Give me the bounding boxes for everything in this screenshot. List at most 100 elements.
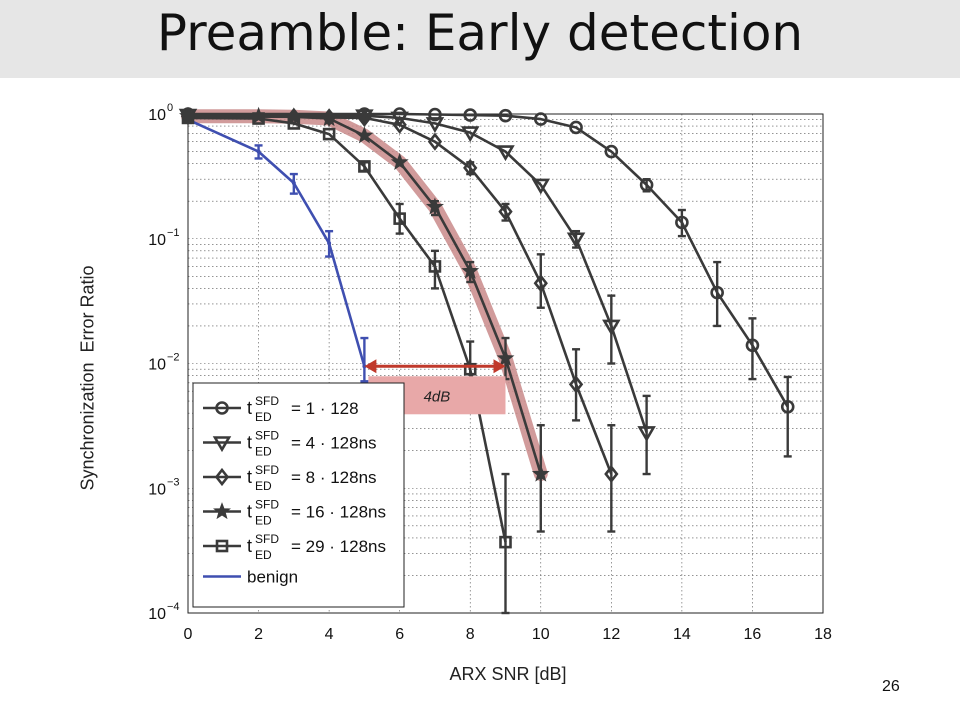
y-tick-exponent: −1 bbox=[167, 227, 180, 239]
data-point bbox=[568, 375, 584, 394]
data-point bbox=[357, 107, 372, 121]
data-point bbox=[566, 232, 586, 249]
legend-sup: SFD bbox=[255, 498, 279, 512]
series-8 bbox=[180, 107, 619, 533]
legend-sub: ED bbox=[255, 514, 272, 528]
data-point bbox=[428, 107, 442, 122]
legend-sub: ED bbox=[255, 445, 272, 459]
x-tick-label: 10 bbox=[532, 626, 550, 643]
data-point bbox=[358, 160, 371, 173]
legend-label: benign bbox=[247, 568, 298, 587]
data-point bbox=[461, 261, 480, 279]
legend-var: t bbox=[247, 433, 252, 453]
legend-var: t bbox=[247, 467, 252, 487]
series-line bbox=[187, 113, 648, 433]
data-point bbox=[675, 215, 689, 230]
y-tick-exponent: −3 bbox=[167, 476, 180, 488]
x-tick-label: 14 bbox=[673, 626, 691, 643]
data-point bbox=[498, 108, 513, 123]
legend-marker bbox=[214, 467, 230, 487]
data-point bbox=[393, 212, 406, 225]
data-point bbox=[604, 464, 619, 484]
x-tick-label: 2 bbox=[254, 626, 263, 643]
data-point bbox=[496, 348, 515, 366]
legend-entry: t SFD ED = 1 · 128 bbox=[203, 394, 359, 424]
legend-sup: SFD bbox=[255, 532, 279, 546]
legend-label: = 4 · 128ns bbox=[291, 434, 377, 453]
data-point bbox=[463, 158, 478, 177]
x-tick-label: 4 bbox=[325, 626, 334, 643]
legend-label: = 29 · 128ns bbox=[291, 537, 386, 556]
data-point bbox=[460, 126, 480, 143]
annotation-label: 4dB bbox=[424, 388, 451, 405]
legend-sub: ED bbox=[255, 410, 272, 424]
data-point bbox=[499, 535, 512, 549]
series-line bbox=[187, 114, 613, 475]
data-point bbox=[425, 197, 444, 215]
data-point bbox=[291, 180, 296, 185]
legend-entry: t SFD ED = 8 · 128ns bbox=[203, 463, 377, 493]
y-tick-label: 10 bbox=[148, 606, 166, 623]
legend-marker bbox=[215, 401, 229, 415]
data-point bbox=[780, 399, 795, 414]
data-point bbox=[427, 132, 443, 151]
series-29 bbox=[181, 111, 512, 615]
y-tick-label: 10 bbox=[148, 481, 166, 498]
x-tick-label: 6 bbox=[395, 626, 404, 643]
legend-sup: SFD bbox=[255, 394, 279, 408]
data-point bbox=[322, 127, 336, 141]
y-tick-exponent: −4 bbox=[167, 601, 180, 613]
title-band bbox=[0, 0, 960, 78]
data-point bbox=[392, 107, 407, 121]
legend-sup: SFD bbox=[255, 463, 279, 477]
data-point bbox=[463, 362, 477, 376]
x-tick-label: 0 bbox=[184, 626, 193, 643]
legend-sub: ED bbox=[255, 479, 272, 493]
slide-title: Preamble: Early detection bbox=[156, 4, 804, 62]
legend-entry: benign bbox=[203, 568, 298, 587]
x-tick-label: 12 bbox=[602, 626, 620, 643]
legend-marker bbox=[212, 436, 232, 453]
y-tick-label: 10 bbox=[148, 357, 166, 374]
legend-sup: SFD bbox=[255, 429, 279, 443]
legend-box bbox=[192, 382, 405, 608]
data-point bbox=[425, 117, 445, 134]
series-benign bbox=[186, 117, 369, 383]
y-tick-label: 10 bbox=[148, 107, 166, 124]
data-point bbox=[355, 126, 374, 144]
annotation-arrow-head-right bbox=[493, 359, 506, 374]
data-point bbox=[327, 241, 332, 246]
page-number: 26 bbox=[882, 678, 900, 695]
y-axis-label: Synchronization Error Ratio bbox=[77, 265, 98, 491]
data-point bbox=[428, 260, 442, 273]
annotation-arrow-head-left bbox=[364, 359, 377, 374]
data-point bbox=[710, 285, 724, 300]
data-point bbox=[181, 107, 195, 121]
data-point bbox=[604, 144, 619, 159]
x-tick-label: 16 bbox=[744, 626, 762, 643]
data-point bbox=[496, 145, 515, 162]
legend-entry: t SFD ED = 29 · 128ns bbox=[203, 532, 386, 562]
data-point bbox=[533, 112, 548, 126]
data-point bbox=[256, 149, 261, 154]
data-point bbox=[639, 178, 654, 192]
legend-sub: ED bbox=[255, 548, 272, 562]
data-point bbox=[178, 108, 198, 125]
data-point bbox=[531, 178, 551, 195]
legend-var: t bbox=[247, 536, 252, 556]
data-point bbox=[498, 202, 513, 221]
legend-var: t bbox=[247, 502, 252, 522]
y-tick-label: 10 bbox=[148, 232, 166, 249]
x-axis-label: ARX SNR [dB] bbox=[449, 664, 567, 684]
legend-marker bbox=[213, 502, 231, 520]
series-1 bbox=[181, 107, 795, 458]
legend-entry: t SFD ED = 4 · 128ns bbox=[203, 429, 377, 459]
y-tick-exponent: −2 bbox=[167, 352, 180, 364]
data-point bbox=[533, 274, 548, 293]
x-tick-label: 18 bbox=[814, 626, 832, 643]
legend-label: = 16 · 128ns bbox=[291, 503, 386, 522]
data-point bbox=[745, 338, 760, 353]
legend-label: = 8 · 128ns bbox=[291, 468, 377, 487]
